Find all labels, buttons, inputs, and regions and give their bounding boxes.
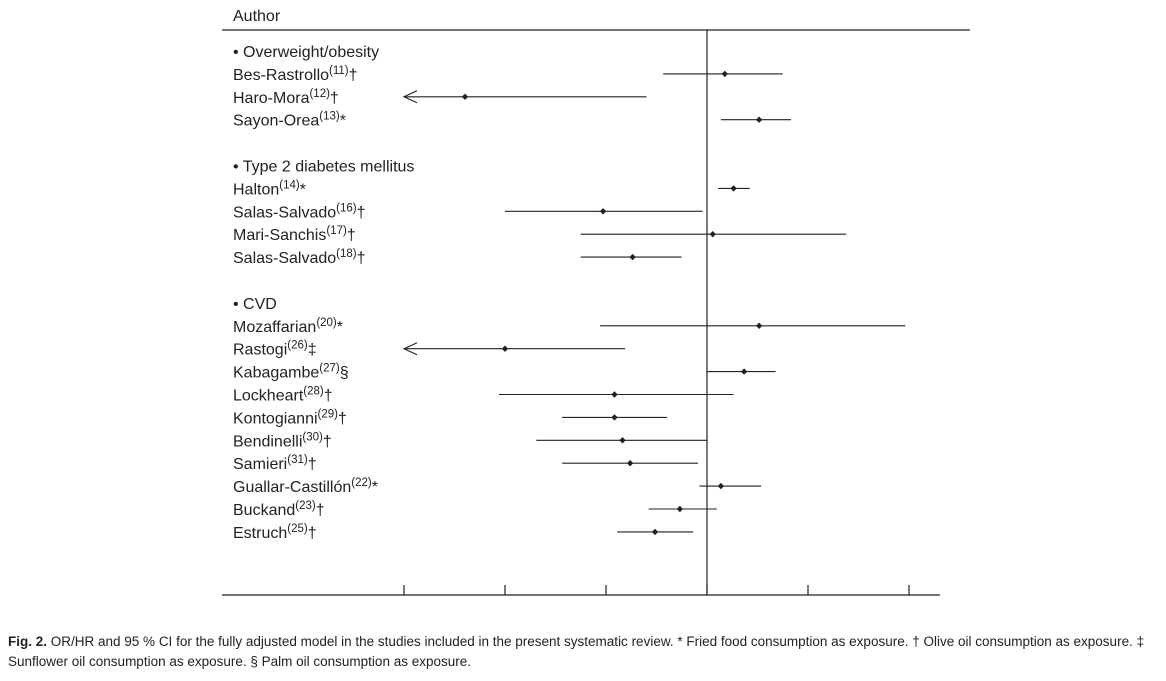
study-label: Mozaffarian(20)* — [233, 317, 343, 336]
study-label: Haro-Mora(12)† — [233, 88, 339, 107]
point-estimate — [599, 208, 607, 215]
study-row: Lockheart(28)† — [233, 386, 734, 405]
study-label: Samieri(31)† — [233, 454, 317, 473]
point-estimate — [717, 482, 725, 490]
figure-caption: Fig. 2. OR/HR and 95 % CI for the fully … — [8, 632, 1158, 672]
study-row: Salas-Salvado(18)† — [233, 248, 682, 267]
point-estimate — [629, 253, 636, 261]
point-estimate — [730, 185, 737, 192]
study-label: Bendinelli(30)† — [233, 431, 332, 450]
study-row: Salas-Salvado(16)† — [233, 202, 703, 221]
study-label: Sayon-Orea(13)* — [233, 111, 346, 130]
point-estimate — [755, 322, 763, 329]
study-label: Bes-Rastrollo(11)† — [233, 65, 358, 84]
study-label: Buckand(23)† — [233, 500, 325, 519]
study-label: Mari-Sanchis(17)† — [233, 225, 356, 244]
point-estimate — [676, 505, 684, 513]
column-header: Author — [233, 8, 281, 25]
study-row: Estruch(25)† — [233, 523, 694, 542]
point-estimate — [740, 368, 748, 375]
study-row: Mari-Sanchis(17)† — [233, 225, 847, 244]
study-label: Kontogianni(29)† — [233, 408, 347, 427]
study-row: Sayon-Orea(13)* — [233, 111, 792, 130]
ci-arrow — [402, 90, 418, 104]
point-estimate — [755, 116, 763, 123]
study-label: Salas-Salvado(18)† — [233, 248, 366, 267]
study-row: Guallar-Castillón(22)* — [233, 477, 762, 496]
point-estimate — [626, 460, 634, 467]
point-estimate — [709, 231, 716, 238]
group-label: • Overweight/obesity — [233, 44, 379, 61]
study-row: Kabagambe(27)§ — [233, 363, 776, 382]
study-label: Kabagambe(27)§ — [233, 363, 349, 382]
study-row: Bes-Rastrollo(11)† — [233, 65, 783, 84]
study-row: Samieri(31)† — [233, 454, 698, 473]
caption-label: Fig. 2. — [8, 634, 48, 649]
study-label: Estruch(25)† — [233, 523, 317, 542]
study-label: Halton(14)* — [233, 179, 306, 198]
study-label: Lockheart(28)† — [233, 386, 333, 405]
point-estimate — [611, 414, 618, 421]
ci-arrow — [402, 342, 418, 356]
study-row: Buckand(23)† — [233, 500, 717, 519]
point-estimate — [461, 93, 469, 100]
study-row: Haro-Mora(12)† — [233, 88, 647, 107]
point-estimate — [611, 391, 618, 398]
study-row: Kontogianni(29)† — [233, 408, 668, 427]
group-label: • Type 2 diabetes mellitus — [233, 159, 414, 176]
point-estimate — [721, 70, 729, 78]
study-label: Rastogi(26)‡ — [233, 340, 317, 359]
study-row: Halton(14)* — [233, 179, 750, 198]
point-estimate — [501, 345, 509, 352]
forest-plot: Author0·1250·250·5124• Overweight/obesit… — [222, 8, 970, 596]
study-label: Salas-Salvado(16)† — [233, 202, 366, 221]
study-row: Bendinelli(30)† — [233, 431, 707, 450]
caption-text: OR/HR and 95 % CI for the fully adjusted… — [8, 634, 1145, 669]
study-label: Guallar-Castillón(22)* — [233, 477, 378, 496]
point-estimate — [651, 528, 659, 536]
study-row: Mozaffarian(20)* — [233, 317, 906, 336]
study-row: Rastogi(26)‡ — [233, 340, 626, 359]
group-label: • CVD — [233, 296, 277, 313]
point-estimate — [619, 437, 626, 444]
